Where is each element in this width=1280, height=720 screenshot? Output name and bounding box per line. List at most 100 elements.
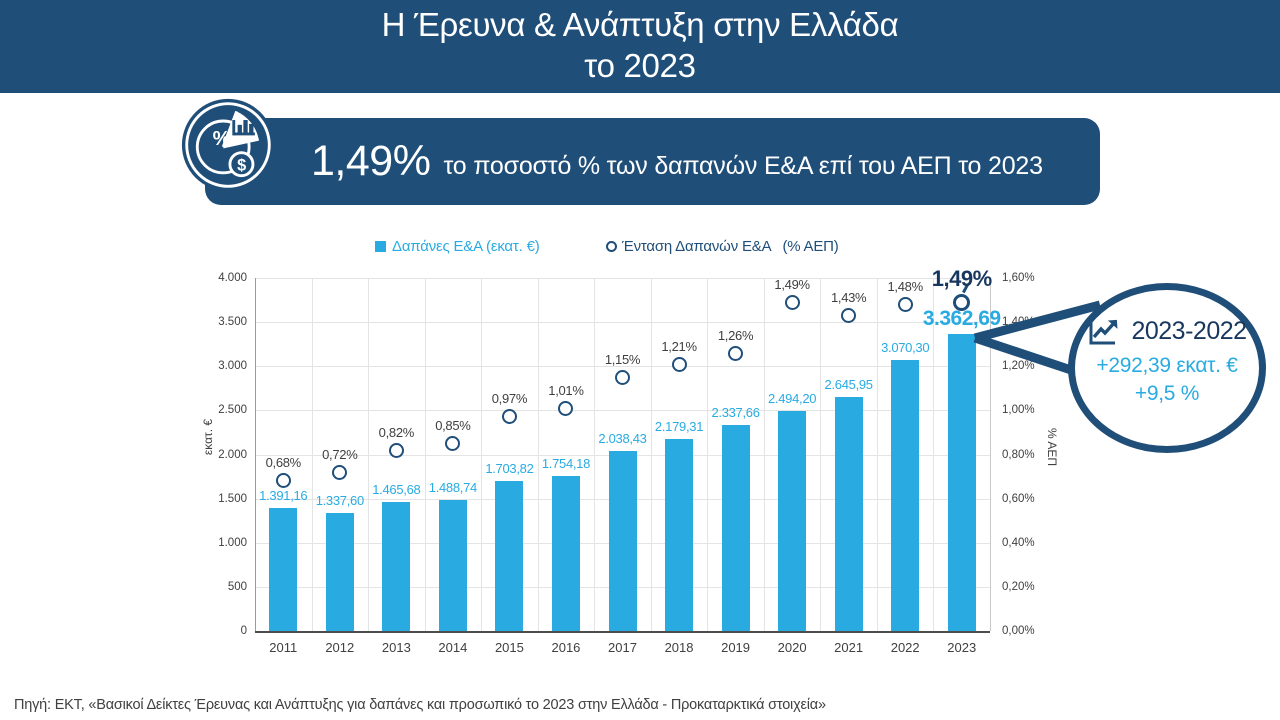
- bar-2020: [778, 410, 807, 631]
- bar-value-label-2023: 3.362,69: [922, 307, 1001, 331]
- intensity-marker-2013: [388, 442, 404, 458]
- legend-bar-label: Δαπάνες Ε&Α (εκατ. €): [392, 237, 540, 255]
- bar-value-label-2016: 1.754,18: [541, 456, 591, 472]
- intensity-label-2014: 0,85%: [435, 417, 471, 433]
- svg-text:%: %: [213, 128, 231, 150]
- gridline-vertical: [594, 278, 596, 631]
- x-axis-label-2011: 2011: [269, 640, 298, 655]
- intensity-marker-2011: [275, 473, 291, 489]
- intensity-label-2012: 0,72%: [322, 446, 358, 462]
- right-axis-tick-label: 0,20%: [1002, 580, 1035, 593]
- bar-2015: [495, 480, 524, 631]
- intensity-marker-2016: [558, 400, 574, 416]
- bar-value-label-2022: 3.070,30: [881, 340, 930, 356]
- bar-value-label-2021: 2.645,95: [824, 377, 874, 393]
- bar-2017: [608, 451, 637, 631]
- x-axis-label-2023: 2023: [947, 640, 977, 655]
- callout-title-row: 2023-2022: [1087, 314, 1247, 346]
- bar-value-label-2020: 2.494,20: [768, 390, 817, 406]
- bar-value-label-2019: 2.337,66: [711, 404, 760, 420]
- right-axis-line: [990, 278, 991, 631]
- source-note: Πηγή: ΕΚΤ, «Βασικοί Δείκτες Έρευνας και …: [14, 697, 826, 713]
- bar-value-label-2015: 1.703,82: [485, 460, 534, 476]
- bar-2011: [269, 508, 298, 631]
- right-axis-tick-label: 1,00%: [1002, 404, 1035, 417]
- gridline-vertical: [876, 278, 878, 631]
- gridline-vertical: [311, 278, 313, 631]
- legend-circle-swatch-icon: [606, 240, 617, 252]
- intensity-label-2013: 0,82%: [378, 424, 415, 440]
- bar-2022: [891, 360, 920, 631]
- x-axis-label-2014: 2014: [438, 640, 468, 655]
- gridline-vertical: [763, 278, 765, 631]
- left-axis-tick-label: 1.500: [218, 492, 247, 505]
- left-axis-tick-label: 1.000: [218, 536, 247, 549]
- gridline-horizontal: [255, 366, 990, 368]
- gridline-horizontal: [255, 278, 990, 279]
- left-axis-tick-label: 3.500: [218, 316, 247, 329]
- right-axis-tick-label: 0,40%: [1002, 536, 1035, 549]
- left-axis-tick-label: 3.000: [218, 360, 247, 373]
- x-axis-label-2021: 2021: [834, 640, 864, 655]
- left-axis-line: [255, 278, 256, 631]
- gridline-vertical: [481, 278, 483, 631]
- x-axis-label-2015: 2015: [494, 640, 524, 655]
- gridline-vertical: [820, 278, 822, 631]
- intensity-marker-2022: [897, 296, 913, 312]
- svg-text:$: $: [237, 156, 246, 174]
- highlight-percentage: 1,49%: [311, 137, 431, 185]
- intensity-marker-2017: [615, 369, 630, 385]
- statistics-pie-icon: % $: [180, 97, 276, 193]
- intensity-marker-2012: [332, 464, 348, 480]
- right-axis-tick-label: 1,20%: [1002, 360, 1035, 373]
- left-axis-tick-label: 0: [240, 625, 247, 637]
- intensity-label-2021: 1,43%: [830, 290, 867, 305]
- x-axis-label-2022: 2022: [890, 640, 920, 655]
- intensity-label-2015: 0,97%: [491, 391, 528, 407]
- callout-delta-percent: +9,5 %: [1134, 382, 1200, 405]
- header-band: Η Έρευνα & Ανάπτυξη στην Ελλάδα το 2023: [0, 0, 1280, 93]
- left-axis-tick-label: 2.000: [218, 448, 247, 461]
- legend-line-label: Ένταση Δαπανών Ε&Α (% ΑΕΠ): [622, 237, 839, 255]
- intensity-marker-2015: [501, 409, 517, 425]
- legend-bar-swatch-icon: [375, 240, 386, 252]
- x-axis-label-2017: 2017: [608, 640, 637, 655]
- x-axis-label-2019: 2019: [721, 640, 751, 655]
- intensity-label-2022: 1,48%: [887, 278, 924, 294]
- legend-item-expenditure: Δαπάνες Ε&Α (εκατ. €): [375, 237, 540, 255]
- intensity-label-2018: 1,21%: [661, 338, 697, 354]
- gridline-vertical: [650, 278, 652, 631]
- x-axis-line: [255, 631, 990, 633]
- callout-bubble: 2023-2022 +292,39 εκατ. € +9,5 %: [1068, 283, 1266, 453]
- gridline-vertical: [707, 278, 709, 631]
- x-axis-label-2013: 2013: [381, 640, 411, 655]
- left-axis-tick-label: 500: [227, 580, 247, 593]
- gridline-vertical: [537, 278, 539, 631]
- gridline-vertical: [368, 278, 370, 631]
- intensity-marker-2023: [953, 293, 971, 311]
- x-axis-label-2018: 2018: [664, 640, 694, 655]
- legend-item-intensity: Ένταση Δαπανών Ε&Α (% ΑΕΠ): [606, 237, 839, 255]
- right-axis-tick-label: 0,80%: [1002, 448, 1035, 461]
- page-title-line1: Η Έρευνα & Ανάπτυξη στην Ελλάδα: [381, 6, 899, 43]
- bar-2016: [551, 476, 580, 631]
- bar-value-label-2013: 1.465,68: [372, 481, 421, 497]
- gridline-vertical: [933, 278, 935, 631]
- bar-2012: [325, 512, 354, 631]
- bar-2023: [947, 334, 976, 631]
- intensity-label-2020: 1,49%: [774, 276, 810, 292]
- bar-value-label-2018: 2.179,31: [654, 418, 704, 434]
- intensity-label-2023: 1,49%: [931, 265, 992, 291]
- gridline-horizontal: [255, 410, 990, 412]
- intensity-marker-2020: [784, 294, 800, 310]
- callout-delta-absolute: +292,39 εκατ. €: [1096, 353, 1238, 377]
- intensity-marker-2021: [841, 308, 857, 323]
- left-axis-tick-label: 4.000: [218, 272, 247, 284]
- bar-2018: [665, 438, 694, 631]
- right-axis-tick-label: 0,60%: [1002, 492, 1035, 505]
- bar-value-label-2012: 1.337,60: [315, 492, 365, 508]
- bar-2021: [834, 397, 863, 631]
- gridline-horizontal: [255, 322, 990, 324]
- gridline-vertical: [424, 278, 426, 631]
